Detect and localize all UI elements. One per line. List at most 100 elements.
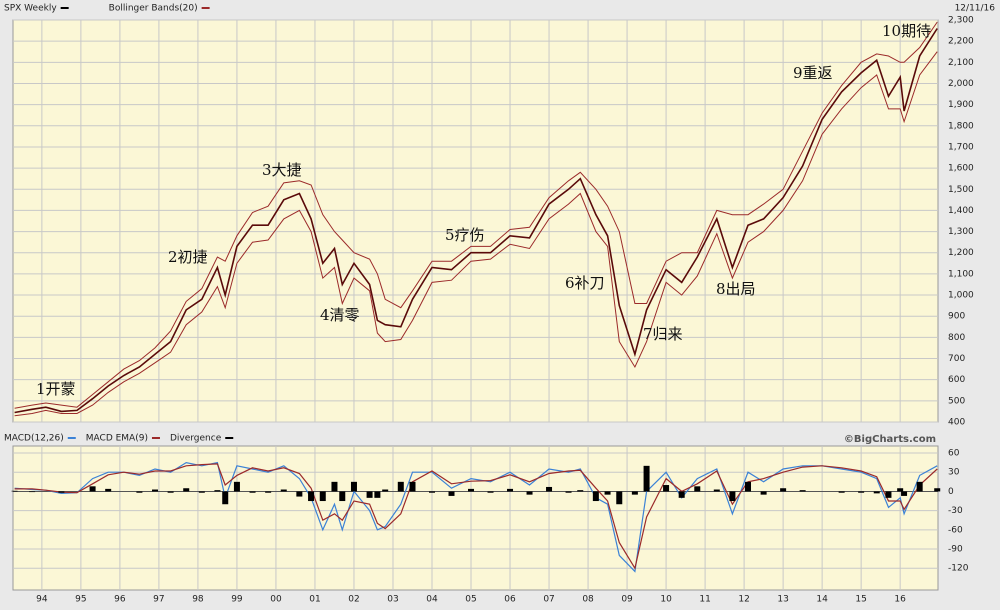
legend-label: MACD(12,26)	[4, 434, 64, 444]
y-tick-label: 1,500	[948, 185, 974, 195]
x-tick-label: 09	[621, 595, 633, 605]
divergence-bar	[663, 485, 670, 492]
y-tick-label: 60	[948, 449, 960, 459]
y-tick-label: 2,100	[948, 58, 974, 68]
y-tick-label: -30	[948, 506, 963, 516]
divergence-bar	[565, 491, 572, 493]
x-tick-label: 12	[738, 595, 749, 605]
divergence-bar	[429, 491, 436, 493]
x-tick-label: 95	[75, 595, 86, 605]
divergence-bar	[58, 491, 65, 493]
series-line	[14, 463, 938, 570]
divergence-bar	[694, 486, 701, 492]
divergence-bar	[183, 488, 190, 492]
y-tick-label: -60	[948, 525, 963, 535]
y-tick-label: 1,700	[948, 142, 974, 152]
divergence-bar	[577, 490, 584, 492]
divergence-bar	[152, 489, 159, 492]
x-tick-label: 97	[153, 595, 164, 605]
annotation: 7归来	[643, 325, 683, 343]
y-tick-label: 0	[948, 487, 954, 497]
divergence-bar	[214, 490, 221, 492]
divergence-bar	[397, 481, 404, 492]
y-tick-label: 1,000	[948, 291, 974, 301]
x-tick-label: 02	[348, 595, 359, 605]
divergence-bar	[198, 491, 205, 493]
annotation: 1开蒙	[36, 380, 76, 398]
divergence-bar	[546, 486, 553, 492]
legend-label: Divergence	[170, 434, 222, 444]
x-tick-label: 94	[36, 595, 48, 605]
source: ©BigCharts.com	[844, 434, 936, 445]
divergence-bar	[780, 488, 787, 492]
series-line	[14, 28, 938, 414]
divergence-bar	[713, 489, 720, 492]
divergence-bar	[350, 481, 357, 492]
y-tick-label: 2,300	[948, 16, 974, 26]
y-tick-label: 800	[948, 333, 965, 343]
y-tick-label: 2,000	[948, 79, 974, 89]
y-tick-label: 700	[948, 354, 965, 364]
y-tick-label: 500	[948, 396, 965, 406]
divergence-bar	[616, 491, 623, 505]
divergence-bar	[296, 491, 303, 497]
annotation: 9重返	[793, 64, 833, 82]
y-tick-label: 900	[948, 312, 965, 322]
divergence-bar	[249, 491, 256, 493]
divergence-bar	[885, 491, 892, 498]
divergence-bar	[838, 491, 845, 493]
x-tick-label: 10	[660, 595, 672, 605]
divergence-bar	[308, 491, 315, 502]
divergence-bar	[729, 491, 736, 502]
annotation: 4清零	[320, 306, 360, 324]
divergence-bar	[331, 481, 338, 492]
divergence-bar	[873, 491, 880, 494]
divergence-bar	[745, 481, 752, 492]
divergence-bar	[448, 491, 455, 496]
annotation: 3大捷	[262, 161, 302, 179]
legend-label: Bollinger Bands(20)	[109, 4, 198, 14]
divergence-bar	[167, 491, 174, 493]
x-tick-label: 15	[855, 595, 866, 605]
divergence-bar	[468, 488, 475, 492]
x-tick-label: 07	[543, 595, 554, 605]
annotation: 8出局	[716, 280, 756, 298]
annotation: 6补刀	[565, 274, 605, 292]
divergence-bar	[409, 481, 416, 492]
annotation: 2初捷	[168, 248, 208, 266]
y-tick-label: 1,900	[948, 100, 974, 110]
divergence-bar	[487, 491, 494, 493]
x-tick-label: 01	[309, 595, 320, 605]
x-tick-label: 96	[114, 595, 126, 605]
divergence-bar	[29, 491, 36, 493]
x-tick-label: 14	[816, 595, 828, 605]
divergence-bar	[374, 491, 381, 498]
divergence-bar	[89, 486, 96, 492]
divergence-bar	[897, 488, 904, 492]
divergence-bar	[678, 491, 685, 498]
x-tick-label: 13	[777, 595, 788, 605]
divergence-bar	[265, 491, 272, 493]
divergence-bar	[222, 491, 229, 505]
divergence-bar	[526, 491, 533, 495]
x-tick-label: 08	[582, 595, 594, 605]
divergence-bar	[604, 491, 611, 495]
divergence-bar	[11, 490, 18, 492]
y-tick-label: 1,100	[948, 269, 974, 279]
y-tick-label: -120	[948, 564, 969, 574]
divergence-bar	[136, 491, 143, 493]
date: 12/11/16	[955, 4, 996, 14]
y-tick-label: 400	[948, 418, 965, 428]
series-line	[14, 21, 938, 409]
divergence-bar	[382, 489, 389, 492]
x-tick-label: 98	[192, 595, 204, 605]
y-tick-label: 1,300	[948, 227, 974, 237]
x-tick-label: 99	[231, 595, 243, 605]
y-tick-label: 1,200	[948, 248, 974, 258]
divergence-bar	[760, 491, 767, 495]
divergence-bar	[916, 481, 923, 492]
x-tick-label: 11	[699, 595, 710, 605]
macd-plot	[12, 445, 939, 591]
y-tick-label: 1,600	[948, 164, 974, 174]
